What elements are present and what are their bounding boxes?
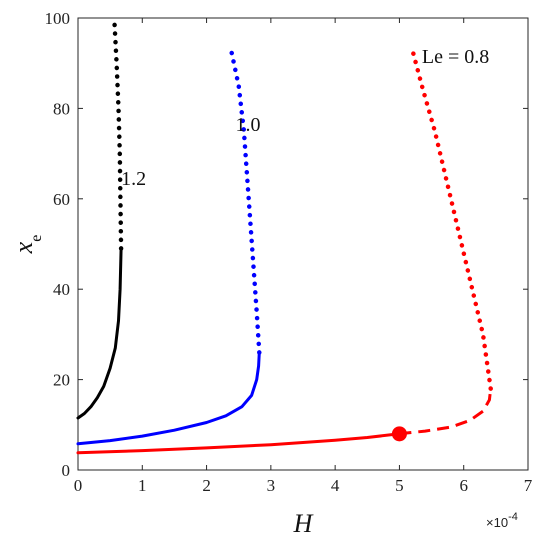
x-exponent-base: ×10 [486, 515, 508, 530]
x-tick-label: 1 [138, 476, 147, 495]
y-tick-label: 80 [53, 99, 70, 118]
y-tick-label: 0 [62, 461, 71, 480]
series-label: Le = 0.8 [422, 46, 489, 68]
plot-area [77, 17, 529, 471]
y-axis-title-sub: e [28, 235, 45, 242]
y-axis-title: xe [9, 235, 45, 255]
y-axis-title-main: x [9, 241, 38, 254]
series-line-dotted [228, 47, 262, 355]
x-tick-label: 7 [524, 476, 533, 495]
x-tick-label: 2 [202, 476, 211, 495]
curves [76, 22, 493, 455]
bifurcation-marker [391, 426, 407, 442]
x-tick-label: 0 [74, 476, 83, 495]
x-tick-label: 5 [395, 476, 404, 495]
series-label: 1.0 [236, 114, 261, 136]
y-tick-label: 20 [53, 371, 70, 390]
y-tick-label: 60 [53, 190, 70, 209]
series-line-solid [76, 432, 401, 455]
x-exponent-power: -4 [508, 511, 518, 523]
axis-ticks: 0 1 2 3 4 5 6 7 0 20 40 60 80 100 [45, 9, 533, 495]
x-tick-label: 6 [459, 476, 468, 495]
series-line-dotted [410, 47, 493, 391]
series-line-dotted [112, 22, 124, 251]
x-axis-title: H [293, 509, 314, 538]
x-exponent-label: ×10-4 [486, 511, 518, 530]
series-label: 1.2 [121, 168, 146, 190]
curve-labels: 1.2 1.0 Le = 0.8 [121, 46, 489, 190]
series-line-dashed [399, 388, 493, 436]
series-line-solid [76, 351, 261, 446]
y-tick-label: 40 [53, 280, 70, 299]
x-tick-label: 3 [267, 476, 276, 495]
x-tick-label: 4 [331, 476, 340, 495]
series-line-solid [76, 247, 123, 420]
y-tick-label: 100 [45, 9, 71, 28]
